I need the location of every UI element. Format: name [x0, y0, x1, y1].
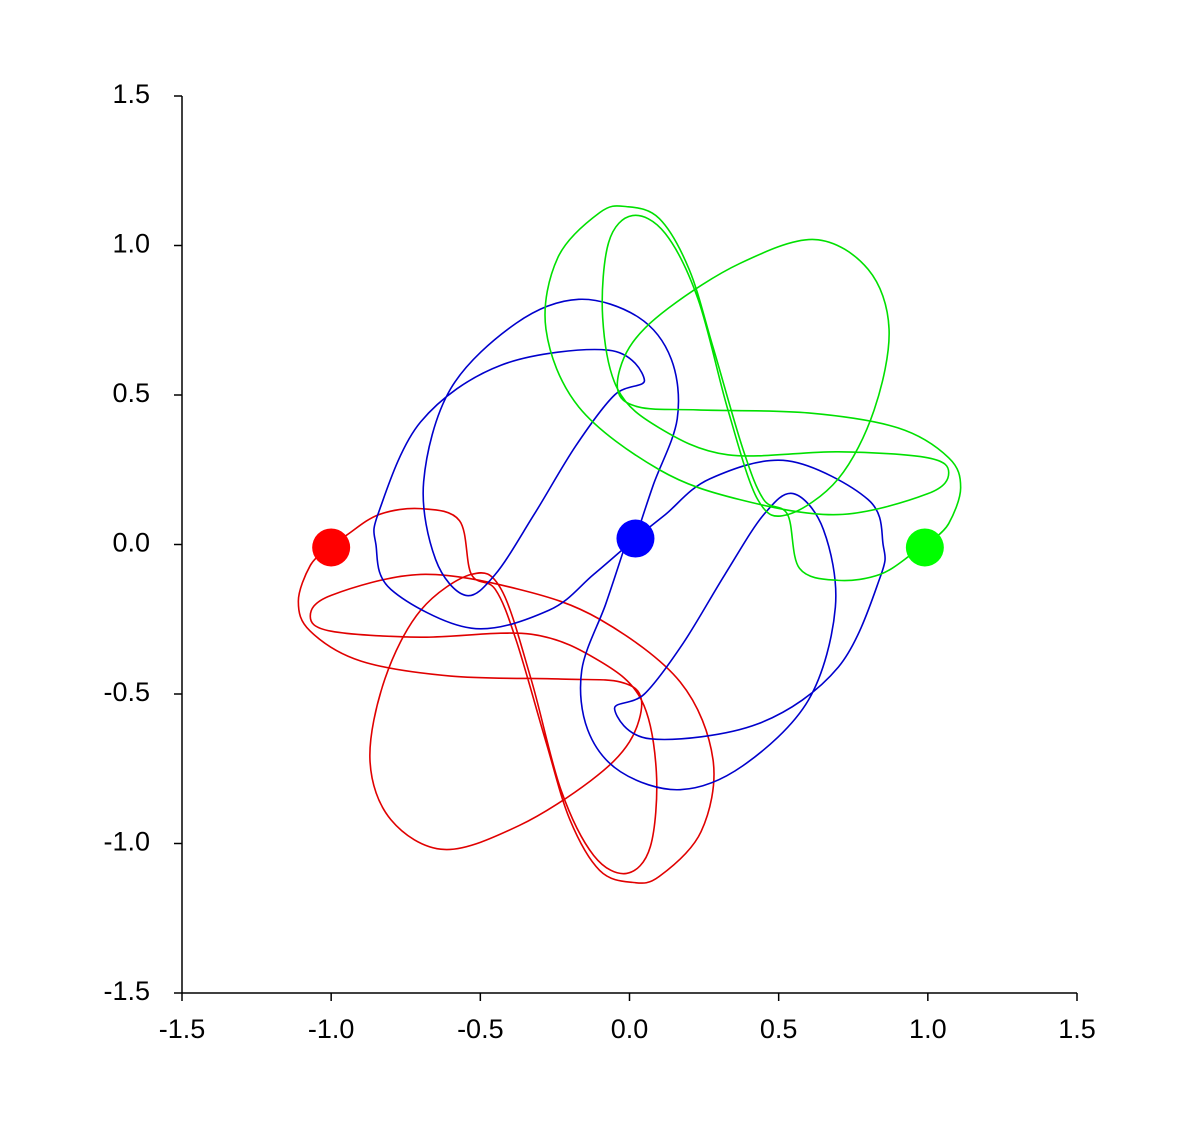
body-marker [616, 519, 655, 558]
orbit-line [544, 205, 962, 582]
y-tick-label: 0.0 [112, 528, 150, 558]
y-tick-label: -0.5 [103, 677, 150, 707]
x-tick-label: 0.0 [611, 1014, 649, 1044]
orbit-line [297, 507, 715, 884]
y-tick-label: 1.0 [112, 229, 150, 259]
y-tick-label: -1.5 [103, 976, 150, 1006]
x-tick-label: -1.0 [308, 1014, 355, 1044]
x-tick-label: 1.0 [909, 1014, 947, 1044]
x-tick-label: -0.5 [457, 1014, 504, 1044]
y-tick-label: 0.5 [112, 378, 150, 408]
body-marker [312, 528, 351, 567]
y-tick-label: 1.5 [112, 79, 150, 109]
body-marker [905, 528, 944, 567]
x-tick-label: 1.5 [1058, 1014, 1096, 1044]
x-tick-label: -1.5 [159, 1014, 206, 1044]
y-tick-label: -1.0 [103, 827, 150, 857]
x-tick-label: 0.5 [760, 1014, 798, 1044]
